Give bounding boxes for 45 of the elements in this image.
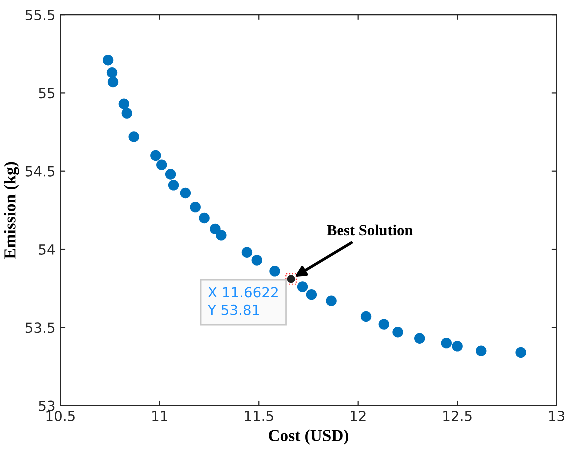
y-tick-label: 53 — [39, 400, 55, 412]
point — [150, 150, 162, 162]
point — [242, 247, 253, 258]
point — [476, 346, 487, 356]
point — [326, 296, 337, 306]
x-tick-label: 11 — [152, 411, 168, 422]
point — [106, 68, 118, 78]
point — [414, 333, 426, 344]
annotation: Best Solution — [327, 224, 413, 236]
point — [252, 255, 262, 266]
point — [190, 202, 201, 213]
x-tick-label: 11.5 — [245, 411, 274, 422]
point — [452, 341, 463, 352]
point — [516, 347, 526, 358]
point — [156, 160, 168, 170]
point — [118, 98, 130, 110]
y-tick-label: 55.5 — [26, 10, 55, 21]
point — [199, 212, 210, 224]
y-tick-label: 53.5 — [26, 322, 55, 334]
x-tick-label: 13 — [549, 410, 565, 422]
point — [392, 327, 404, 338]
y-tick-label: 55 — [39, 88, 55, 99]
annotation: X 11.6622 Y 53.81 — [208, 287, 278, 316]
point — [297, 282, 308, 292]
point — [210, 224, 221, 235]
x-axis-title: Cost (USD) — [269, 430, 349, 445]
point — [270, 266, 280, 277]
point — [216, 230, 227, 241]
point — [306, 290, 318, 300]
y-axis-title: Emission (kg) — [4, 162, 20, 260]
point — [180, 188, 192, 199]
point — [122, 108, 133, 119]
x-tick-label: 12.5 — [444, 410, 472, 422]
point — [360, 311, 372, 322]
y-tick-label: 54.5 — [26, 166, 55, 177]
point — [168, 180, 180, 191]
point — [441, 338, 452, 349]
x-tick-label: 10.5 — [46, 410, 75, 422]
point — [165, 169, 176, 180]
point — [128, 132, 140, 142]
x-tick-label: 12 — [351, 410, 366, 422]
point — [102, 55, 114, 66]
point — [378, 319, 390, 330]
point — [108, 76, 119, 88]
y-tick-label: 54 — [39, 244, 56, 255]
